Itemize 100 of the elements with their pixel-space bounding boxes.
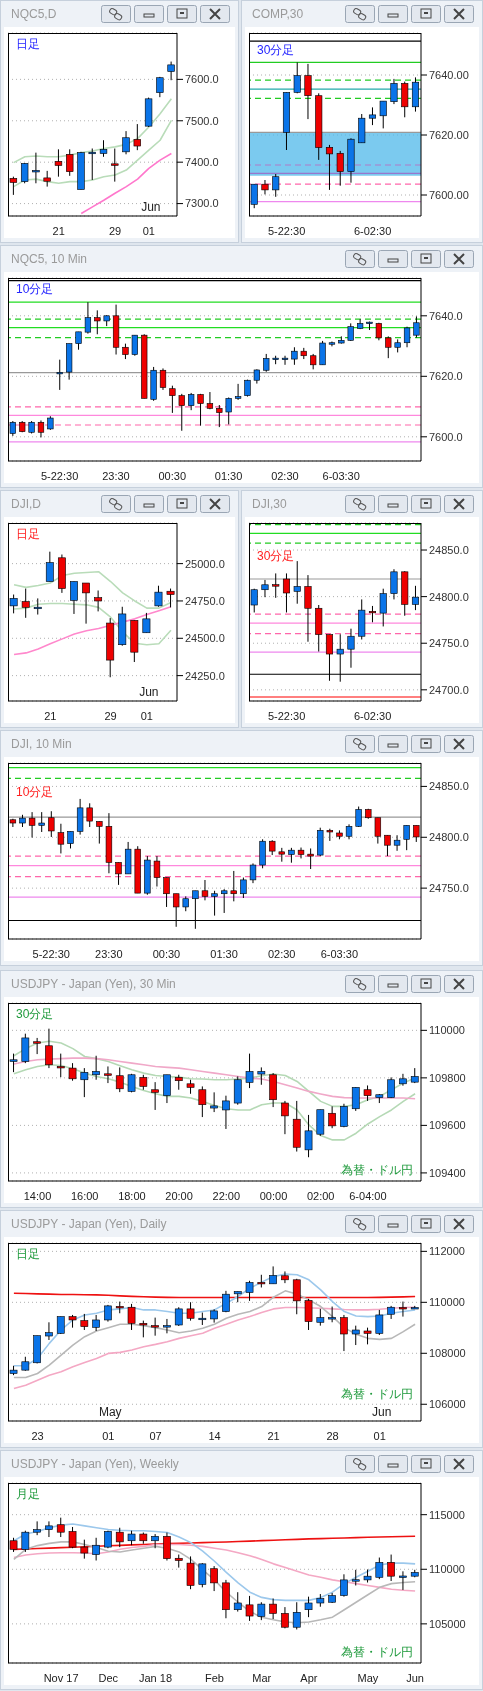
x-tick-label: 23 [31,1430,44,1442]
x-tick-label: 20:00 [165,1190,193,1202]
y-tick-label: 24500.0 [185,632,225,645]
x-tick-label: Dec [98,1672,119,1684]
x-tick-label: 21 [52,225,65,237]
x-tick-label: 02:30 [271,470,299,482]
chart-title: DJI,30 [252,497,287,511]
chart-title: COMP,30 [252,7,304,21]
x-tick-label: Nov 17 [43,1672,79,1684]
y-tick-label: 25000.0 [185,557,225,570]
annotation: May [97,1405,123,1419]
annotation: Jun [140,200,162,214]
y-tick-label: 7400.0 [185,156,219,169]
x-tick-label: 21 [44,710,57,722]
x-tick-label: 01 [140,710,153,722]
annotation: 30分足 [256,549,296,563]
annotation: 為替・ドル円 [340,1387,414,1401]
x-tick-label: 6-02:30 [353,710,392,722]
y-tick-label: 110000 [429,1024,465,1037]
y-tick-label: 7600.00 [429,188,469,201]
y-tick-label: 109600 [429,1119,466,1132]
chart-title: USDJPY - Japan (Yen), Weekly [11,1457,179,1471]
y-tick-label: 109400 [429,1166,466,1179]
x-tick-label: 00:00 [259,1190,288,1202]
y-tick-label: 108000 [429,1347,466,1360]
y-tick-label: 7500.0 [185,114,219,127]
x-tick-label: 6-04:00 [349,1190,387,1202]
x-tick-label: 29 [104,710,117,722]
x-tick-label: 23:30 [95,948,123,960]
annotation: 日足 [15,1247,41,1261]
y-tick-label: 24850.0 [429,543,469,556]
annotation: 日足 [15,527,41,541]
y-tick-label: 24750.0 [429,882,469,895]
chart-title: USDJPY - Japan (Yen), 30 Min [11,977,176,991]
y-tick-label: 7300.0 [185,197,219,210]
x-tick-label: 02:30 [267,948,296,960]
annotation: 為替・ドル円 [340,1645,414,1659]
x-tick-label: 21 [267,1430,280,1442]
annotation: 日足 [15,37,41,51]
x-tick-label: 6-03:30 [320,948,359,960]
chart-title: DJI, 10 Min [11,737,72,751]
y-tick-label: 24800.0 [429,590,469,603]
y-tick-label: 110000 [429,1296,465,1309]
y-tick-label: 115000 [429,1508,465,1521]
annotation: 10分足 [15,785,55,799]
y-tick-label: 24700.0 [429,683,469,696]
x-tick-label: Jun [406,1672,424,1684]
x-tick-label: 16:00 [70,1190,99,1202]
x-tick-label: 22:00 [212,1190,241,1202]
annotation: Jun [138,685,160,699]
x-tick-label: 18:00 [118,1190,146,1202]
y-tick-label: 7640.0 [429,309,463,322]
x-tick-label: 00:30 [152,948,181,960]
x-tick-label: 01:30 [210,948,238,960]
y-tick-label: 112000 [429,1245,465,1258]
y-tick-label: 24750.0 [429,637,469,650]
x-tick-label: 01 [102,1430,115,1442]
x-tick-label: 28 [326,1430,339,1442]
annotation: 為替・ドル円 [340,1163,414,1177]
chart-title: NQC5, 10 Min [11,252,88,266]
x-tick-label: 6-02:30 [353,225,392,237]
y-tick-label: 110000 [429,1563,465,1576]
annotation: 10分足 [15,282,55,296]
annotation: 30分足 [256,43,296,57]
x-tick-label: 07 [149,1430,162,1442]
x-tick-label: 23:30 [102,470,130,482]
x-tick-label: 5-22:30 [267,710,306,722]
x-tick-label: Feb [205,1672,224,1684]
chart-title: DJI,D [11,497,41,511]
x-tick-label: 14:00 [23,1190,52,1202]
y-tick-label: 109800 [429,1071,466,1084]
y-tick-label: 7600.0 [185,73,219,86]
x-tick-label: Apr [300,1672,318,1684]
y-tick-label: 7600.0 [429,430,463,443]
y-tick-label: 24850.0 [429,780,469,793]
x-tick-label: 14 [208,1430,221,1442]
y-tick-label: 24800.0 [429,831,469,844]
x-tick-label: 5-22:30 [32,948,70,960]
x-tick-label: 01:30 [214,470,243,482]
annotation: Jun [371,1405,393,1419]
y-tick-label: 105000 [429,1617,466,1630]
annotation: 月足 [15,1487,41,1501]
x-tick-label: Mar [252,1672,272,1684]
x-tick-label: 5-22:30 [267,225,306,237]
y-tick-label: 7640.00 [429,68,469,81]
x-tick-label: 00:30 [158,470,187,482]
y-tick-label: 106000 [429,1398,466,1411]
x-tick-label: May [357,1672,379,1684]
x-tick-label: Jan 18 [138,1672,173,1684]
chart-title: NQC5,D [11,7,57,21]
y-tick-label: 7620.0 [429,370,463,383]
x-tick-label: 5-22:30 [40,470,79,482]
y-tick-label: 24750.0 [185,594,225,607]
annotation: 30分足 [15,1007,55,1021]
chart-title: USDJPY - Japan (Yen), Daily [11,1217,167,1231]
x-tick-label: 6-03:30 [322,470,360,482]
x-tick-label: 29 [108,225,122,237]
x-tick-label: 02:00 [306,1190,335,1202]
x-tick-label: 01 [373,1430,386,1442]
x-tick-label: 01 [142,225,155,237]
